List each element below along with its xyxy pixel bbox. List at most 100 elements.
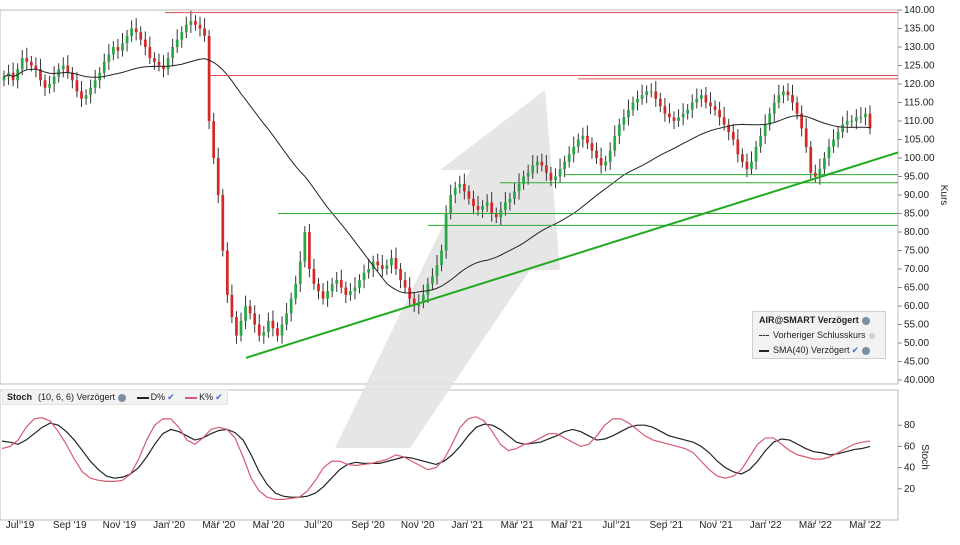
candle-down xyxy=(271,320,275,329)
sma-line xyxy=(3,58,871,294)
price-tick-label: 40.000 xyxy=(904,375,935,386)
candle-up xyxy=(89,87,92,96)
price-tick-label: 55.00 xyxy=(904,320,929,331)
price-tick-label: 95.00 xyxy=(904,172,929,183)
candle-up xyxy=(850,121,854,122)
x-tick-label: Jan '20 xyxy=(153,520,185,531)
candle-up xyxy=(576,139,580,147)
check-icon[interactable]: ✔ xyxy=(167,392,175,402)
x-tick-label: Mai '20 xyxy=(253,520,285,531)
price-axis-label: Kurs xyxy=(938,185,949,206)
candle-down xyxy=(741,154,744,162)
candle-up xyxy=(266,320,270,332)
candle-up xyxy=(558,169,562,177)
x-tick-label: Sep '19 xyxy=(53,520,87,531)
candle-down xyxy=(672,117,676,121)
candle-down xyxy=(718,109,721,118)
settings-icon[interactable] xyxy=(868,332,875,339)
candle-up xyxy=(449,195,453,214)
candle-up xyxy=(636,98,639,103)
candle-up xyxy=(572,146,576,155)
x-tick-label: Jul '19 xyxy=(6,520,35,531)
candle-up xyxy=(52,76,56,84)
legend-sma-row: SMA(40) Verzögert ✔ xyxy=(759,344,871,356)
settings-icon[interactable] xyxy=(118,393,127,402)
candle-up xyxy=(481,206,484,210)
x-tick-label: Nov '21 xyxy=(699,520,733,531)
candle-up xyxy=(421,294,425,303)
candle-down xyxy=(157,61,161,66)
candle-up xyxy=(581,135,585,140)
candle-up xyxy=(166,58,170,70)
candle-up xyxy=(782,91,785,96)
check-icon[interactable]: ✔ xyxy=(215,392,223,402)
x-tick-label: Jul '21 xyxy=(602,520,631,531)
candle-up xyxy=(699,95,703,99)
candle-up xyxy=(681,113,685,118)
candle-down xyxy=(663,106,667,114)
x-tick-label: Mär '20 xyxy=(202,520,235,531)
settings-icon[interactable] xyxy=(862,346,871,355)
candle-down xyxy=(248,306,252,314)
d-line-swatch xyxy=(136,396,149,399)
candle-down xyxy=(380,265,384,269)
x-tick-label: Nov '19 xyxy=(103,520,137,531)
price-tick-label: 130.00 xyxy=(904,42,935,53)
price-tick-label: 140.00 xyxy=(904,5,935,16)
candle-up xyxy=(832,139,835,147)
candle-down xyxy=(654,91,658,99)
candle-down xyxy=(745,161,749,170)
candle-down xyxy=(80,91,83,99)
check-icon[interactable]: ✔ xyxy=(851,345,860,355)
candle-up xyxy=(48,84,51,88)
settings-icon[interactable] xyxy=(861,316,870,325)
price-tick-label: 100.00 xyxy=(904,153,935,164)
candle-down xyxy=(25,58,29,62)
candle-up xyxy=(262,331,266,336)
candle-down xyxy=(467,191,471,199)
candle-up xyxy=(367,269,370,273)
candle-up xyxy=(841,124,845,133)
candle-up xyxy=(772,102,776,114)
x-tick-label: Jan '22 xyxy=(750,520,782,531)
candle-up xyxy=(458,183,462,188)
candle-down xyxy=(595,150,598,158)
legend-prev-close-row: Vorheriger Schlusskurs xyxy=(759,329,875,341)
candle-down xyxy=(490,202,494,214)
candle-up xyxy=(431,276,434,284)
candle-up xyxy=(171,47,175,59)
candle-down xyxy=(736,139,740,155)
candle-down xyxy=(549,172,553,181)
candle-down xyxy=(66,65,70,73)
candle-up xyxy=(750,161,753,170)
candle-down xyxy=(412,298,416,306)
candle-down xyxy=(344,287,348,295)
price-tick-label: 120.00 xyxy=(904,79,935,90)
candle-up xyxy=(453,187,457,195)
price-tick-label: 125.00 xyxy=(904,61,935,72)
dashed-line-icon xyxy=(759,335,769,337)
candle-up xyxy=(513,191,516,199)
price-tick-label: 45.00 xyxy=(904,357,929,368)
candle-up xyxy=(285,313,288,325)
x-tick-label: Sep '21 xyxy=(649,520,683,531)
candle-down xyxy=(216,158,220,195)
price-tick-label: 70.00 xyxy=(904,264,929,275)
stoch-tick-label: 40 xyxy=(904,463,916,474)
candle-down xyxy=(786,91,790,96)
candle-up xyxy=(649,91,653,93)
x-tick-label: Mär '22 xyxy=(799,520,832,531)
candle-up xyxy=(184,24,188,33)
legend-sma: SMA(40) Verzögert xyxy=(773,345,850,355)
candle-up xyxy=(435,265,439,277)
candle-down xyxy=(153,58,156,62)
candle-up xyxy=(617,124,621,136)
candle-up xyxy=(2,76,6,81)
candle-up xyxy=(567,154,571,162)
candle-down xyxy=(709,102,712,107)
candle-down xyxy=(722,117,726,125)
candle-up xyxy=(189,21,193,25)
candle-down xyxy=(704,95,708,103)
candle-up xyxy=(390,257,393,266)
candle-down xyxy=(162,65,165,70)
